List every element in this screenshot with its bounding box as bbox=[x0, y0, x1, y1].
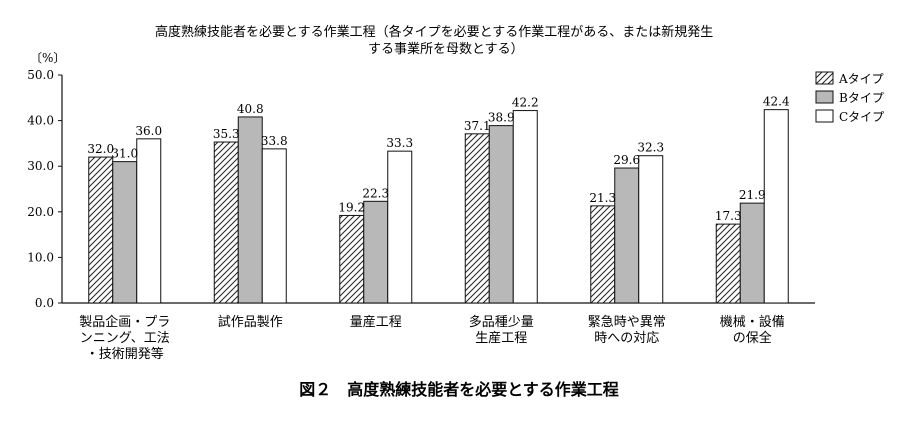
bar-b-type bbox=[112, 161, 138, 304]
y-tick-label: 40.0 bbox=[27, 114, 54, 128]
y-tick-label: 30.0 bbox=[27, 159, 54, 173]
y-tick-label: 0.0 bbox=[35, 296, 54, 310]
legend-label: Bタイプ bbox=[839, 91, 884, 105]
bar-b-type bbox=[488, 125, 514, 304]
data-label: 31.0 bbox=[111, 147, 138, 161]
data-label: 19.2 bbox=[338, 200, 365, 214]
data-label: 38.9 bbox=[488, 111, 515, 125]
y-tick-label: 50.0 bbox=[27, 68, 54, 82]
bar-c-type bbox=[638, 155, 664, 304]
y-tick-label: 10.0 bbox=[27, 250, 54, 264]
x-tick-label: 試作品製作 bbox=[218, 314, 283, 330]
x-tick-label: の保全 bbox=[733, 330, 772, 346]
bar-b-type bbox=[739, 202, 765, 304]
bar-a-type bbox=[590, 205, 616, 304]
chart-subtitle-line: 高度熟練技能者を必要とする作業工程（各タイプを必要とする作業工程がある、または新… bbox=[155, 24, 713, 40]
data-label: 35.3 bbox=[213, 127, 240, 141]
x-tick-label: 時への対応 bbox=[594, 331, 659, 346]
x-tick-label: 多品種少量 bbox=[469, 314, 534, 330]
bars bbox=[88, 109, 789, 304]
axes bbox=[61, 75, 815, 304]
x-tick-label: 製品企画・プラ bbox=[79, 314, 170, 330]
data-label: 40.8 bbox=[237, 102, 264, 116]
chart-subtitle-line: する事業所を母数とする） bbox=[368, 41, 524, 57]
bar-a-type bbox=[715, 223, 741, 304]
legend-swatch bbox=[815, 71, 834, 85]
figure-caption: 図２ 高度熟練技能者を必要とする作業工程 bbox=[299, 380, 619, 399]
data-label: 36.0 bbox=[135, 124, 162, 138]
legend-swatch bbox=[815, 109, 834, 123]
x-tick-label: ンニング、工法 bbox=[80, 331, 170, 346]
legend-label: Aタイプ bbox=[838, 72, 884, 86]
legend-label: Cタイプ bbox=[839, 110, 884, 124]
bar-b-type bbox=[237, 116, 263, 304]
bar-c-type bbox=[261, 148, 287, 304]
bar-c-type bbox=[763, 109, 789, 304]
data-label: 21.9 bbox=[739, 188, 766, 202]
data-label: 22.3 bbox=[362, 186, 389, 200]
bar-a-type bbox=[339, 214, 365, 304]
legend: Aタイプ Bタイプ Cタイプ bbox=[815, 71, 884, 124]
bar-b-type bbox=[614, 167, 640, 304]
bar-a-type bbox=[88, 156, 114, 304]
data-label: 42.4 bbox=[763, 95, 790, 109]
data-label: 17.3 bbox=[715, 209, 742, 223]
bar-c-type bbox=[136, 138, 162, 304]
y-ticks: 0.0 10.0 20.0 30.0 40.0 50.0 bbox=[27, 68, 62, 310]
chart-subtitle: 高度熟練技能者を必要とする作業工程（各タイプを必要とする作業工程がある、または新… bbox=[155, 24, 713, 57]
data-label: 37.1 bbox=[464, 119, 491, 133]
data-label: 42.2 bbox=[512, 96, 539, 110]
bar-b-type bbox=[363, 200, 389, 304]
data-label: 29.6 bbox=[613, 153, 640, 167]
x-tick-label: 緊急時や異常 bbox=[588, 315, 666, 330]
bar-a-type bbox=[213, 141, 239, 304]
data-label: 32.3 bbox=[637, 141, 664, 155]
y-tick-label: 20.0 bbox=[27, 205, 54, 219]
data-label: 33.8 bbox=[261, 134, 288, 148]
legend-swatch bbox=[815, 90, 834, 104]
x-tick-label: ・技術開発等 bbox=[86, 346, 164, 362]
data-label: 32.0 bbox=[87, 142, 114, 156]
bar-c-type bbox=[512, 110, 538, 304]
x-tick-label: 機械・設備 bbox=[720, 314, 785, 330]
x-tick-label: 生産工程 bbox=[475, 330, 527, 346]
data-labels: 32.031.0 36.0 35.3 40.8 33.8 19.222.3 33.3 37.1… bbox=[87, 95, 790, 223]
x-tick-label: 量産工程 bbox=[350, 314, 402, 330]
data-label: 33.3 bbox=[386, 136, 413, 150]
y-axis-label: 〔%〕 bbox=[30, 51, 65, 65]
data-label: 21.3 bbox=[589, 191, 616, 205]
bar-c-type bbox=[387, 150, 413, 304]
bar-a-type bbox=[464, 133, 490, 304]
